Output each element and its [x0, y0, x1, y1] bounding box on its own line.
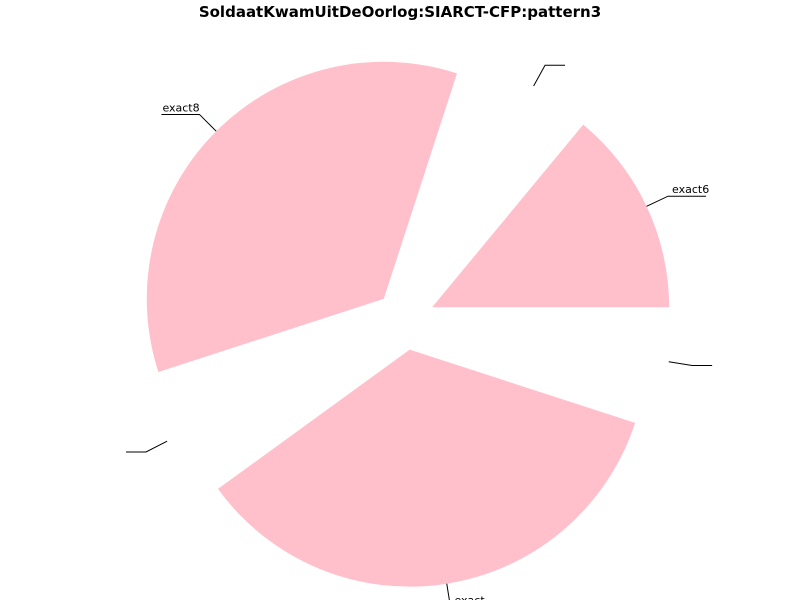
slice-exact8 — [146, 61, 458, 373]
slice-1-unlabeled-leader — [533, 64, 566, 87]
slice-5-unlabeled-leader — [668, 361, 713, 366]
chart-title: SoldaatKwamUitDeOorlog:SIARCT-CFP:patter… — [198, 3, 602, 21]
slice-3-unlabeled-leader — [125, 440, 168, 453]
slice-exact6-leader — [646, 195, 707, 207]
slice-exact8-label: exact8 — [162, 101, 199, 114]
slice-exact-leader — [446, 583, 450, 600]
slice-exact-label: exact — [454, 594, 485, 600]
slice-exact8-leader — [161, 113, 217, 132]
slice-exact — [217, 349, 636, 587]
slice-exact6 — [432, 124, 670, 308]
slice-exact6-label: exact6 — [672, 183, 709, 196]
